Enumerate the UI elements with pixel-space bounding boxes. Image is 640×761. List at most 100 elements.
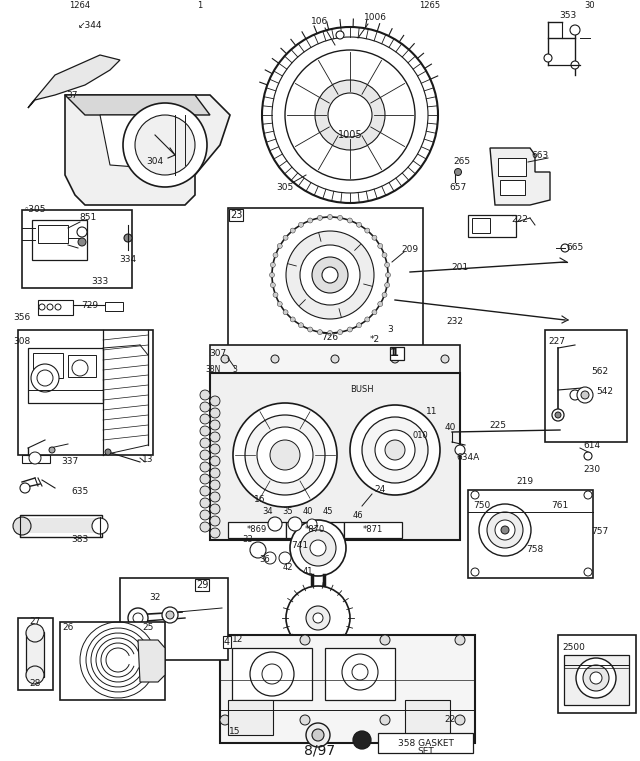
Circle shape [501, 526, 509, 534]
Bar [220, 635, 475, 743]
Circle shape [310, 540, 326, 556]
Circle shape [385, 282, 390, 288]
Circle shape [105, 449, 111, 455]
Text: SET: SET [418, 747, 435, 756]
Circle shape [210, 468, 220, 478]
Text: 1264: 1264 [69, 2, 91, 11]
Circle shape [20, 483, 30, 493]
Bar [228, 522, 286, 538]
Circle shape [350, 405, 440, 495]
Text: 40: 40 [444, 424, 456, 432]
Text: 37: 37 [67, 91, 77, 100]
Circle shape [308, 218, 313, 223]
Polygon shape [28, 55, 120, 108]
Bar [500, 180, 525, 195]
Text: 353: 353 [559, 11, 577, 20]
Circle shape [479, 504, 531, 556]
Text: 29: 29 [196, 580, 209, 590]
Bar [18, 330, 153, 455]
Circle shape [471, 568, 479, 576]
Circle shape [328, 330, 333, 336]
Circle shape [300, 530, 336, 566]
Circle shape [308, 327, 313, 332]
Text: 106: 106 [312, 18, 328, 27]
Polygon shape [65, 95, 210, 115]
Bar [22, 455, 50, 463]
Bar [564, 655, 629, 705]
Text: 729: 729 [81, 301, 99, 310]
Circle shape [273, 292, 278, 298]
Text: 45: 45 [323, 508, 333, 517]
Circle shape [269, 272, 275, 278]
Text: 337: 337 [61, 457, 79, 466]
Text: 562: 562 [591, 368, 609, 377]
Circle shape [210, 492, 220, 502]
Text: 010: 010 [412, 431, 428, 440]
Circle shape [471, 491, 479, 499]
Text: 30: 30 [585, 2, 595, 11]
Circle shape [584, 452, 592, 460]
Circle shape [200, 390, 210, 400]
Circle shape [286, 586, 350, 650]
Text: 33: 33 [243, 536, 253, 545]
Circle shape [561, 244, 569, 252]
Text: 851: 851 [79, 214, 97, 222]
Circle shape [221, 355, 229, 363]
Text: 663: 663 [531, 151, 548, 160]
Circle shape [590, 672, 602, 684]
Bar [468, 215, 516, 237]
Circle shape [268, 517, 282, 531]
Circle shape [245, 415, 325, 495]
Polygon shape [490, 148, 550, 205]
Circle shape [356, 323, 362, 328]
Circle shape [337, 215, 342, 221]
Circle shape [200, 498, 210, 508]
Bar [22, 518, 100, 533]
Text: 356: 356 [13, 314, 31, 323]
Bar [22, 210, 132, 288]
Circle shape [583, 665, 609, 691]
Circle shape [210, 528, 220, 538]
Text: *870: *870 [305, 526, 325, 534]
Text: 227: 227 [548, 337, 565, 346]
Circle shape [135, 115, 195, 175]
Text: *871: *871 [363, 526, 383, 534]
Circle shape [571, 61, 579, 69]
Circle shape [210, 480, 220, 490]
Circle shape [336, 31, 344, 39]
Text: 761: 761 [552, 501, 568, 510]
Circle shape [385, 440, 405, 460]
Circle shape [312, 729, 324, 741]
Circle shape [78, 238, 86, 246]
Bar [18, 618, 53, 690]
Text: 305: 305 [276, 183, 294, 193]
Circle shape [300, 715, 310, 725]
Text: 1: 1 [392, 348, 398, 358]
Text: 42: 42 [283, 563, 293, 572]
Bar [405, 700, 450, 735]
Circle shape [286, 231, 374, 319]
Circle shape [348, 327, 353, 332]
Circle shape [273, 253, 278, 258]
Circle shape [352, 664, 368, 680]
Bar [38, 300, 73, 315]
Polygon shape [138, 640, 165, 682]
Text: 201: 201 [451, 263, 468, 272]
Circle shape [570, 390, 580, 400]
Text: ◦305: ◦305 [24, 205, 46, 215]
Circle shape [200, 510, 210, 520]
Text: *2: *2 [370, 336, 380, 345]
Text: 741: 741 [291, 540, 308, 549]
Circle shape [26, 624, 44, 642]
Polygon shape [65, 95, 230, 205]
Circle shape [378, 244, 383, 249]
Circle shape [337, 330, 342, 335]
Text: 1006: 1006 [364, 14, 387, 23]
Circle shape [92, 518, 108, 534]
Bar [228, 700, 273, 735]
Circle shape [77, 227, 87, 237]
Circle shape [382, 292, 387, 298]
Circle shape [307, 519, 317, 529]
Circle shape [166, 611, 174, 619]
Circle shape [328, 215, 333, 219]
